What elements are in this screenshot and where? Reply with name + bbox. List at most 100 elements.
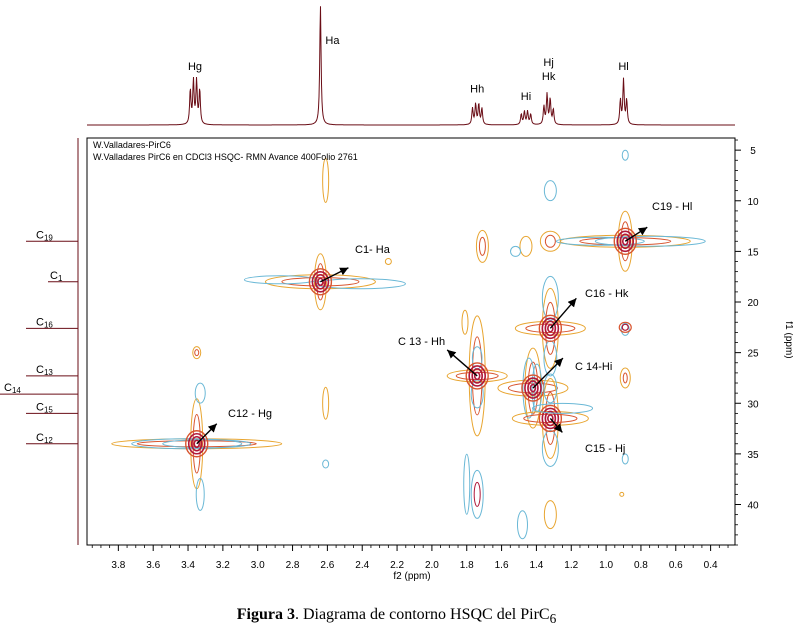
annotation-arrows: C12 - Hg C1- Ha C 13 - Hh C 14-Hi C16 - Hk C1… — [196, 201, 692, 455]
contour-negative — [555, 236, 645, 246]
contour-negative — [543, 180, 557, 202]
contour-streak — [507, 382, 558, 394]
proton-peak-label: Hj — [543, 57, 553, 69]
cross-peak-label: C 13 - Hh — [398, 336, 445, 348]
annotation-arrow — [320, 267, 349, 283]
x-tick-label: 3.8 — [111, 560, 125, 571]
contour-core — [473, 371, 481, 381]
contour-streak — [497, 379, 569, 397]
contour-core — [618, 321, 632, 333]
caption-subscript: 6 — [549, 611, 557, 627]
contour-core — [524, 377, 542, 399]
carbon-peak-label: C12 — [36, 432, 53, 445]
contour-core — [317, 277, 324, 287]
annotation-arrow — [549, 417, 563, 433]
contour-streak — [622, 372, 628, 384]
contour-streak — [461, 309, 469, 335]
carbon-peak-label: C15 — [36, 401, 53, 414]
carbon-peak-label: C16 — [36, 316, 53, 329]
y-axis: 5 10 15 20 25 30 35 40 — [735, 139, 759, 546]
x-tick-label: 3.6 — [146, 560, 160, 571]
x-tick-label: 1.4 — [529, 560, 543, 571]
x-tick-label: 3.4 — [181, 560, 195, 571]
x-tick-label: 0.4 — [704, 560, 718, 571]
x-axis: 3.8 3.6 3.4 3.2 3.0 2.8 2.6 2.4 2.2 2.0 1.8 1.6 1.4 1… — [91, 545, 729, 571]
contour-blob — [192, 346, 202, 360]
contour-streak — [446, 369, 508, 383]
cross-peak-label: C1- Ha — [355, 244, 391, 256]
contour-core — [311, 270, 330, 293]
contour-negative — [463, 453, 471, 515]
contour-streak — [316, 263, 325, 301]
contour-streak — [313, 253, 327, 311]
annotation-arrow — [532, 357, 564, 389]
carbon-peak-label: C14 — [4, 382, 21, 395]
contour-core — [547, 324, 554, 333]
y-tick-label: 35 — [747, 450, 759, 461]
contour-negative — [516, 510, 528, 540]
x-tick-label: 1.6 — [495, 560, 509, 571]
contour-core — [465, 362, 489, 390]
y-tick-label: 40 — [747, 501, 759, 512]
contour-core — [193, 439, 201, 449]
contour-negative — [195, 477, 205, 511]
contour-streak — [559, 234, 691, 248]
contour-core — [187, 432, 206, 455]
contour-core — [185, 430, 209, 458]
contour-negative — [620, 322, 630, 336]
x-tick-label: 2.4 — [355, 560, 369, 571]
contour-core — [190, 435, 203, 452]
proton-peak-label: Hi — [521, 91, 531, 103]
contour-core — [308, 268, 333, 296]
contour-layer — [111, 149, 706, 540]
annotation-arrow — [196, 423, 218, 445]
contour-blob — [539, 230, 561, 252]
y-tick-label: 10 — [747, 197, 759, 208]
contour-blob — [544, 234, 556, 248]
contour-blob — [194, 349, 200, 357]
contour-core — [538, 314, 563, 343]
contour-negative — [194, 382, 206, 404]
x-tick-label: 3.2 — [216, 560, 230, 571]
contour-core — [314, 273, 327, 290]
contour-core — [527, 380, 539, 396]
contour-core — [616, 230, 635, 253]
x-tick-label: 2.2 — [390, 560, 404, 571]
contour-blob — [519, 235, 533, 257]
x-tick-label: 0.8 — [634, 560, 648, 571]
contour-negative — [543, 373, 558, 404]
contour-negative — [473, 481, 481, 507]
x-axis-label: f2 (ppm) — [393, 571, 430, 582]
spectrum-header-line: W.Valladares-PirC6 — [93, 140, 171, 150]
x-tick-label: 3.0 — [251, 560, 265, 571]
spectrum-header-line: W.Valladares PirC6 en CDCl3 HSQC- RMN Av… — [93, 152, 358, 162]
cross-peak-label: C16 - Hk — [585, 288, 629, 300]
x-tick-label: 2.8 — [286, 560, 300, 571]
contour-core — [547, 414, 554, 423]
contour-streak — [322, 158, 330, 204]
x-tick-label: 1.0 — [599, 560, 613, 571]
x-tick-label: 2.0 — [425, 560, 439, 571]
y-tick-label: 15 — [747, 247, 759, 258]
plot-frame — [86, 137, 736, 546]
caption-label: Figura 3 — [236, 606, 295, 623]
cross-peak-label: C12 - Hg — [228, 408, 272, 420]
contour-negative — [322, 459, 330, 469]
contour-core — [621, 323, 629, 331]
proton-peak-label: Hg — [188, 61, 202, 73]
x-tick-label: 0.6 — [669, 560, 683, 571]
contour-core — [471, 368, 483, 384]
proton-peak-label: Ha — [325, 35, 340, 47]
contour-blob — [384, 258, 392, 266]
y-tick-label: 25 — [747, 349, 759, 360]
contour-negative — [594, 235, 706, 247]
x-tick-label: 1.8 — [460, 560, 474, 571]
contour-core — [541, 317, 560, 340]
proton-peak-label: Hl — [618, 61, 628, 73]
proton-spectrum: Hg Ha Hh Hi Hj Hk Hl — [87, 6, 735, 126]
cross-peak-label: C15 - Hj — [585, 443, 625, 455]
contour-core — [544, 320, 557, 337]
carbon-peak-label: C19 — [36, 229, 53, 242]
contour-core — [529, 383, 537, 393]
